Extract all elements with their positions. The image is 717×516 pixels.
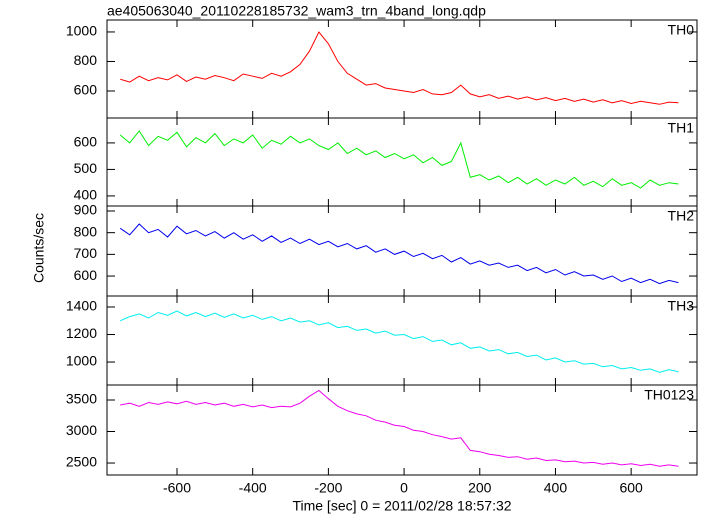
panel-frame: [106, 295, 698, 386]
y-tick-label: 1200: [66, 325, 97, 341]
series-line: [119, 310, 679, 373]
panel-label: TH0123: [644, 387, 694, 403]
x-tick-label: -600: [163, 480, 191, 496]
panel-label: TH1: [668, 120, 695, 136]
series-line: [119, 223, 679, 285]
y-tick-label: 600: [74, 82, 98, 98]
y-tick-label: 3000: [66, 422, 97, 438]
panel-label: TH2: [668, 208, 695, 224]
y-tick-label: 2500: [66, 454, 97, 470]
panel-frame: [106, 205, 698, 297]
x-tick-label: 400: [544, 480, 568, 496]
y-tick-label: 600: [74, 134, 98, 150]
y-tick-label: 1000: [66, 23, 97, 39]
x-tick-label: -200: [314, 480, 342, 496]
series-line: [119, 130, 679, 189]
y-tick-label: 500: [74, 160, 98, 176]
series-line: [120, 389, 679, 467]
x-axis-label: Time [sec] 0 = 2011/02/28 18:57:32: [292, 498, 511, 514]
y-tick-label: 400: [74, 187, 98, 203]
y-tick-label: 800: [74, 223, 98, 239]
panel-frame: [106, 384, 698, 476]
y-tick-label: 900: [74, 202, 98, 218]
y-axis-label: Counts/sec: [31, 213, 47, 283]
panel-label: TH3: [668, 298, 695, 314]
x-tick-label: 600: [619, 480, 643, 496]
panel-frame: [106, 117, 698, 207]
panel-label: TH0: [668, 22, 695, 38]
series-line: [120, 31, 679, 105]
y-tick-label: 700: [74, 245, 98, 261]
panel-frame: [106, 19, 698, 119]
y-tick-label: 800: [74, 52, 98, 68]
y-tick-label: 600: [74, 267, 98, 283]
x-tick-label: -400: [239, 480, 267, 496]
y-tick-label: 1000: [66, 353, 97, 369]
x-tick-label: 200: [468, 480, 492, 496]
y-tick-label: 1400: [66, 298, 97, 314]
y-tick-label: 3500: [66, 391, 97, 407]
x-tick-label: 0: [400, 480, 408, 496]
chart-title: ae405063040_20110228185732_wam3_trn_4ban…: [107, 3, 486, 19]
